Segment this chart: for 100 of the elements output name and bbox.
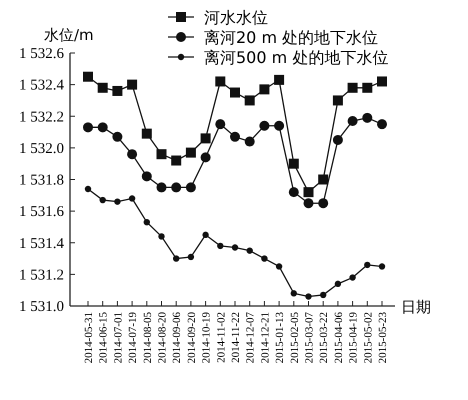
y-tick-label: 1 531.2 [19,267,64,284]
point [349,274,356,281]
point [348,82,358,93]
point [230,88,240,98]
point [217,242,224,250]
point [334,280,342,288]
point [377,119,387,130]
x-tick-label: 2014-07-19 [127,312,140,364]
legend-label: 离河500 m 处的地下水位 [204,48,388,67]
legend-label: 离河20 m 处的地下水位 [204,28,378,47]
legend-item: 离河500 m 处的地下水位 [168,48,388,67]
point [83,72,93,82]
x-tick-label: 2015-02-05 [288,312,301,364]
x-tick-label: 2015-04-06 [332,312,345,364]
point [320,292,326,298]
x-tick-label: 2015-03-07 [304,312,316,364]
point [200,133,211,144]
point [348,116,358,126]
point [112,132,122,142]
y-tick-label: 1 532.4 [19,78,64,94]
point [158,233,165,240]
point [332,134,343,145]
y-tick-label: 1 531.4 [19,236,64,252]
point [377,76,387,86]
x-tick-label: 2014-08-20 [156,312,168,364]
point [290,290,297,297]
point [114,198,121,205]
x-tick-label: 2014-10-19 [200,312,213,364]
x-tick-label: 2014-09-06 [171,312,184,364]
x-tick-label: 2014-05-31 [83,312,95,364]
point [112,86,122,96]
y-tick-label: 1 532.6 [19,46,64,62]
x-tick-label: 2014-09-20 [186,312,198,364]
point [128,195,136,202]
point [318,198,328,208]
x-tick-label: 2015-01-13 [274,312,286,364]
point [244,136,255,147]
y-tick-label: 1 531.8 [19,172,64,188]
point [186,182,196,192]
point [98,82,108,93]
y-axis-title: 水位/m [44,26,94,44]
y-tick-label: 1 531.6 [19,204,64,220]
y-tick-label: 1 532.0 [19,140,64,157]
x-tick-label: 2014-12-07 [244,312,257,364]
point [142,128,152,139]
legend-item: 离河20 m 处的地下水位 [168,28,378,47]
legend-label: 河水水位 [204,8,268,27]
point [127,149,138,160]
point [142,171,152,182]
point [318,174,328,184]
x-tick-label: 2014-12-21 [259,312,272,364]
point [156,182,166,192]
point [259,120,270,131]
point [98,122,108,132]
point [362,112,372,123]
point [215,76,226,86]
point [171,182,182,192]
point [186,148,196,158]
legend-item: 河水水位 [168,8,268,27]
x-tick-label: 2015-05-23 [377,312,389,364]
point [173,255,180,262]
x-tick-label: 2014-08-05 [142,312,154,364]
point [100,196,106,204]
point [305,293,312,300]
point [261,255,268,262]
point [246,247,253,254]
point [288,187,299,198]
point [274,74,284,85]
point [232,244,238,251]
x-axis-title: 日期 [401,298,431,316]
point [276,263,282,270]
y-tick-label: 1 532.2 [19,109,64,126]
point [215,119,226,130]
x-tick-label: 2015-05-02 [362,312,374,364]
x-tick-label: 2015-04-19 [348,312,360,364]
point [362,82,372,93]
x-tick-label: 2014-11-02 [215,312,228,363]
x-tick-label: 2014-07-01 [112,312,124,364]
y-tick-label: 1 531.0 [19,299,64,315]
x-tick-label: 2015-03-22 [318,312,330,364]
point [304,198,314,208]
point [332,95,343,106]
point [84,186,92,192]
point [188,254,194,260]
point [83,122,93,132]
point [259,84,270,94]
point [288,158,299,169]
point [304,187,314,198]
point [364,262,370,268]
point [244,95,255,106]
point [144,218,150,226]
point [127,80,138,90]
x-tick-label: 2014-06-15 [98,312,110,364]
point [378,263,386,270]
point [274,120,284,131]
point [171,156,182,166]
point [202,232,209,238]
point [156,149,166,160]
point [230,132,240,142]
x-tick-label: 2014-11-22 [230,312,242,363]
